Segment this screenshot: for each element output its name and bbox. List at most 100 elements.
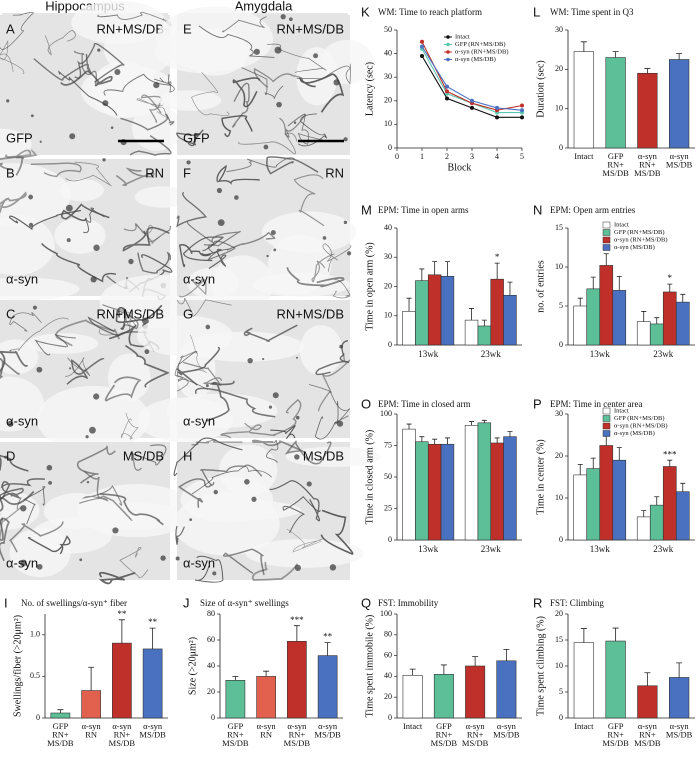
panel-region: RN+MS/DB: [96, 306, 164, 321]
fiber: [27, 535, 71, 555]
bar: [636, 321, 651, 346]
fiber: [8, 521, 64, 553]
tissue-shade: [31, 517, 112, 554]
swelling: [293, 121, 297, 124]
chart-title: EPM: Time in open arms: [378, 205, 469, 215]
bar: [402, 428, 416, 541]
bar: [675, 301, 690, 346]
swelling: [32, 305, 37, 310]
point: [445, 89, 449, 94]
panel-letter: N: [533, 202, 542, 217]
bar: [464, 319, 479, 346]
error-bar: [503, 648, 510, 661]
swelling: [186, 160, 191, 165]
fiber: [0, 40, 25, 75]
error-bar: [57, 709, 64, 714]
micrograph: A RN+MS/DB GFP: [0, 0, 182, 160]
legend-label: GFP (RN+MS/DB): [455, 41, 506, 48]
y-tick-label: 0: [559, 535, 563, 544]
y-tick-label: 100: [380, 609, 392, 618]
bar: [649, 323, 664, 346]
bar: [605, 640, 626, 719]
swelling: [294, 564, 301, 572]
swelling: [36, 366, 43, 373]
bar: [464, 425, 479, 541]
swelling: [276, 101, 282, 108]
bar: [573, 51, 595, 149]
column-header: Amygdala: [235, 0, 294, 13]
x-tick-label: 2: [445, 152, 449, 161]
legend-swatch: [602, 244, 611, 251]
fiber: [286, 267, 345, 288]
legend-swatch: [602, 407, 611, 415]
legend-dot: [446, 35, 450, 39]
significance: **: [323, 632, 333, 642]
error-bar: [149, 627, 156, 649]
bar: [675, 491, 690, 541]
error-bar: [667, 459, 673, 467]
fiber: [0, 487, 24, 501]
panel-letter: E: [183, 21, 192, 36]
point: [420, 53, 424, 58]
error-bar: [481, 419, 487, 423]
x-axis-label: Block: [448, 162, 472, 173]
y-axis-label: no. of entries: [535, 260, 546, 313]
bar: [586, 468, 601, 541]
error-bar: [680, 293, 686, 303]
swelling: [205, 324, 211, 330]
x-tick-label: 5: [520, 152, 524, 161]
swelling: [266, 254, 269, 258]
panel-letter: I: [4, 595, 8, 610]
error-bar: [88, 666, 95, 691]
bar: [440, 275, 455, 346]
point: [495, 115, 499, 120]
fiber: [178, 478, 212, 508]
point: [420, 44, 424, 49]
swelling: [89, 426, 96, 434]
error-bar: [469, 308, 475, 321]
x-tick-label: α-syn MS/DB: [314, 721, 341, 740]
bar: [317, 655, 338, 719]
legend-swatch: [602, 229, 611, 236]
x-tick-label: α-syn RN+ MS/DB: [462, 721, 489, 748]
fiber: [30, 162, 82, 178]
swelling: [296, 356, 299, 359]
swelling: [28, 194, 34, 200]
bar: [599, 445, 614, 541]
y-tick-label: 25: [384, 503, 392, 512]
swelling: [90, 276, 97, 283]
fiber: [0, 517, 11, 562]
significance: ***: [290, 615, 304, 625]
fiber: [137, 251, 172, 274]
legend-label: Intact: [614, 221, 629, 228]
bar: [465, 665, 486, 719]
bar: [433, 674, 454, 719]
fiber: [293, 174, 325, 227]
error-bar: [419, 268, 425, 281]
fiber: [332, 279, 351, 299]
y-tick-label: 15: [555, 635, 563, 644]
fiber: [103, 73, 172, 96]
fiber: [176, 191, 208, 228]
x-tick-label: Intact: [574, 151, 594, 161]
error-bar: [667, 283, 673, 292]
significance: *: [495, 252, 500, 262]
fiber: [282, 495, 321, 534]
error-bar: [612, 627, 619, 642]
y-tick-label: 20: [384, 96, 392, 105]
y-tick-label: 60: [207, 635, 215, 644]
tissue-shade: [36, 385, 150, 452]
y-tick-label: 0: [559, 340, 563, 349]
fiber: [198, 25, 275, 58]
y-tick-label: 0: [388, 340, 392, 349]
y-axis-label: Time spent immobile (%): [364, 615, 375, 718]
swelling: [234, 195, 239, 200]
fiber: [123, 222, 172, 244]
legend-swatch: [602, 422, 611, 430]
legend-label: α-syn (RN+MS/DB): [614, 422, 667, 429]
fiber: [221, 115, 253, 138]
fiber: [315, 340, 350, 376]
error-bar: [472, 656, 479, 666]
error-bar: [577, 464, 583, 475]
legend-label: α-syn (RN+MS/DB): [455, 48, 508, 55]
